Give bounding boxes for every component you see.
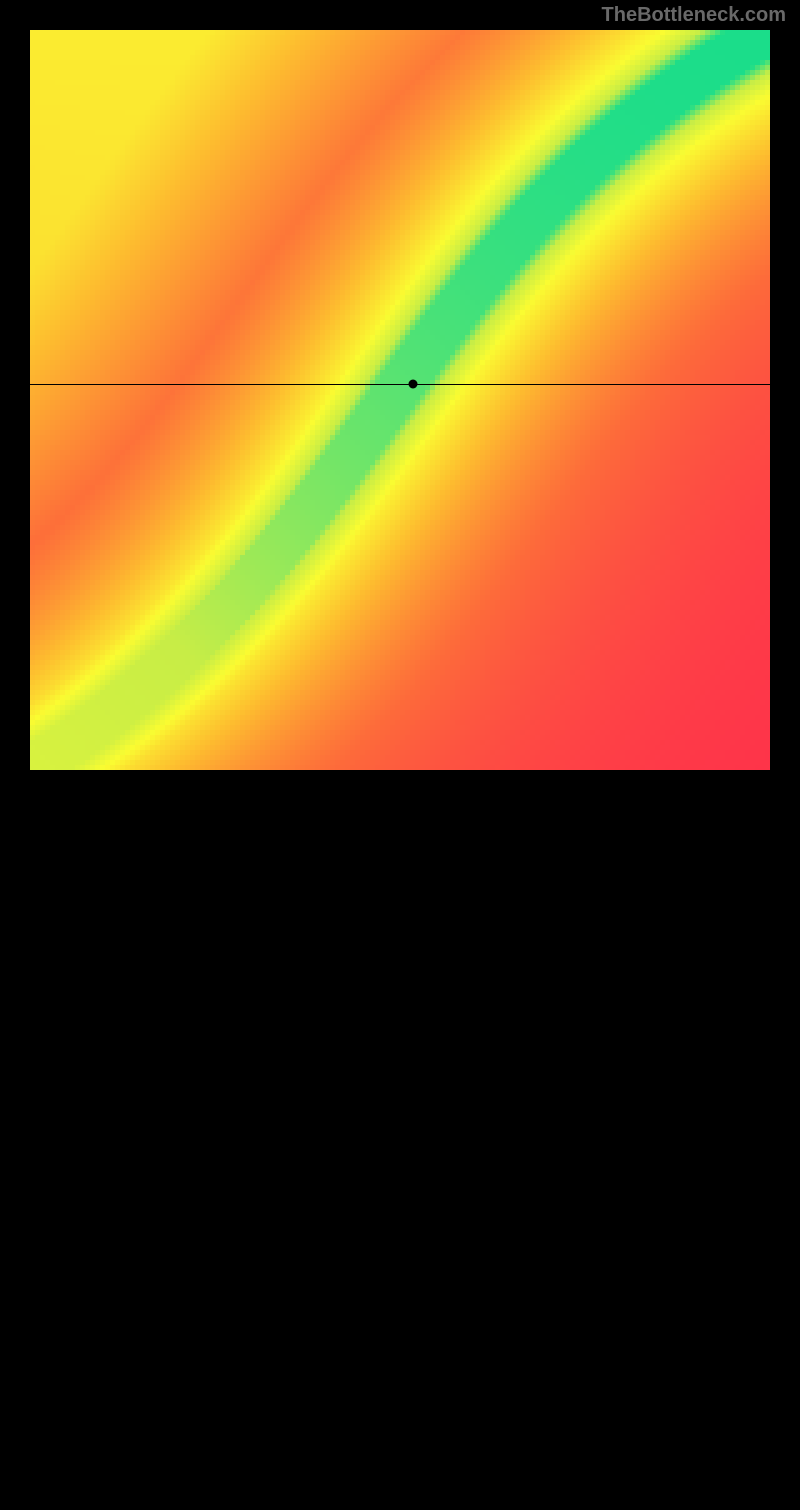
heatmap-plot <box>30 30 770 770</box>
crosshair-marker <box>408 379 417 388</box>
crosshair-vertical <box>413 770 414 1510</box>
heatmap-canvas <box>30 30 770 770</box>
watermark-text: TheBottleneck.com <box>602 4 786 27</box>
crosshair-horizontal <box>30 384 770 385</box>
